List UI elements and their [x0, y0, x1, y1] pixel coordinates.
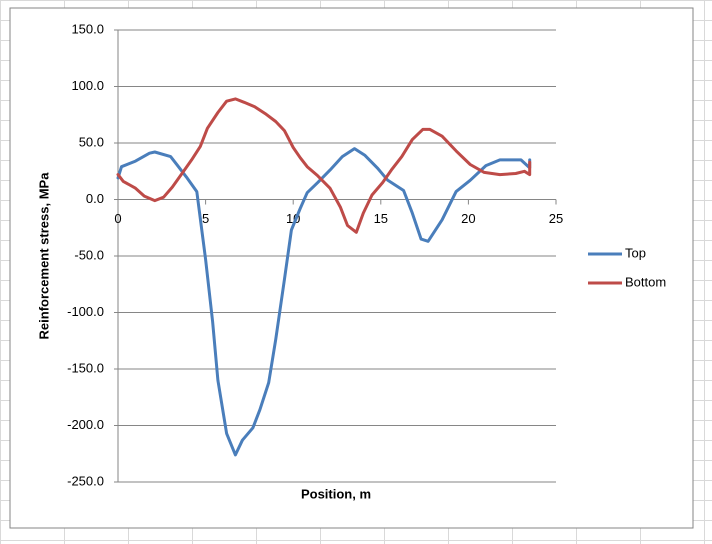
series-line [116, 97, 532, 234]
series-line [116, 147, 532, 457]
y-tick-label: 50.0 [79, 134, 104, 149]
legend-label: Bottom [625, 274, 666, 289]
y-tick-label: 100.0 [71, 78, 104, 93]
y-axis-title: Reinforcement stress, MPa [36, 172, 51, 340]
legend-label: Top [625, 245, 646, 260]
x-tick-label: 20 [461, 211, 475, 226]
x-tick-label: 5 [202, 211, 209, 226]
y-tick-label: 0.0 [86, 191, 104, 206]
x-tick-label: 15 [374, 211, 388, 226]
y-tick-label: -250.0 [67, 473, 104, 488]
y-tick-label: 150.0 [71, 21, 104, 36]
y-tick-label: -50.0 [74, 247, 104, 262]
y-tick-label: -200.0 [67, 417, 104, 432]
y-tick-label: -100.0 [67, 304, 104, 319]
chart-area [9, 7, 694, 529]
x-tick-label: 0 [114, 211, 121, 226]
y-tick-label: -150.0 [67, 360, 104, 375]
x-tick-label: 25 [549, 211, 563, 226]
x-axis-title: Position, m [301, 486, 371, 501]
